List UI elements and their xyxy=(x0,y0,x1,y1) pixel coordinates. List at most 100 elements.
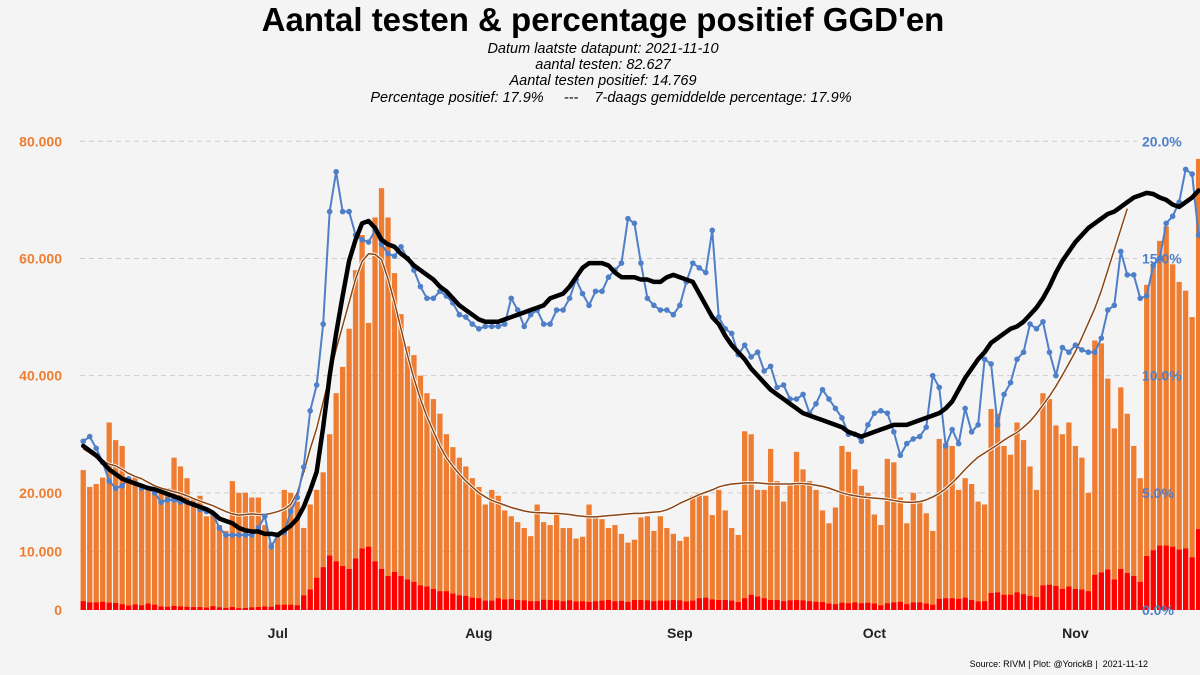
positive-bar xyxy=(100,601,106,610)
positive-bar xyxy=(852,602,858,610)
positive-bar xyxy=(1085,591,1092,610)
positive-bar xyxy=(631,600,638,610)
positive-bar xyxy=(327,555,333,610)
positive-bar xyxy=(346,568,352,610)
positive-bar xyxy=(469,597,475,610)
pct-daily-point xyxy=(158,499,164,505)
positive-bar xyxy=(437,591,443,610)
pct-daily-point xyxy=(1066,349,1072,356)
positive-bar xyxy=(767,600,774,610)
tests-bar xyxy=(288,492,294,610)
pct-daily-point xyxy=(385,250,391,257)
pct-daily-point xyxy=(262,513,268,520)
pct-daily-point xyxy=(1092,349,1098,356)
tests-bar xyxy=(930,530,936,610)
tests-bar xyxy=(184,478,190,610)
y-left-tick-label: 60.000 xyxy=(19,250,62,266)
subtitle-line-percentage: Percentage positief: 17.9% --- 7-daags g… xyxy=(370,90,851,106)
tests-bar xyxy=(826,523,832,610)
positive-bar xyxy=(275,604,281,610)
positive-bar xyxy=(638,600,644,610)
tests-bar xyxy=(1053,425,1059,610)
pct-daily-point xyxy=(456,311,463,318)
pct-daily-point xyxy=(949,426,955,433)
y-left-tick-label: 0 xyxy=(54,602,62,618)
positive-bar xyxy=(599,600,605,610)
positive-bar xyxy=(897,601,903,610)
pct-daily-point xyxy=(1156,255,1163,262)
tests-bar xyxy=(1111,428,1117,610)
tests-bar xyxy=(372,217,378,611)
positive-bar xyxy=(625,601,631,610)
positive-bar xyxy=(534,601,540,610)
pct-daily-point xyxy=(521,323,527,330)
positive-bar xyxy=(605,600,612,610)
tests-bar xyxy=(385,217,391,611)
tests-bar xyxy=(236,492,242,610)
pct-daily-point xyxy=(1040,318,1046,325)
positive-bar xyxy=(729,600,735,610)
positive-bar xyxy=(216,607,223,610)
tests-bar xyxy=(489,489,495,610)
tests-bar xyxy=(547,525,553,610)
positive-bar xyxy=(184,606,190,610)
pct-daily-point xyxy=(1007,379,1014,386)
tests-bar xyxy=(852,469,858,610)
positive-bar xyxy=(1182,548,1189,610)
positive-bar xyxy=(489,600,495,610)
tests-bar xyxy=(171,457,177,610)
pct-daily-point xyxy=(897,452,904,459)
positive-bar xyxy=(618,600,625,610)
pct-daily-point xyxy=(119,482,125,489)
pct-daily-point xyxy=(482,323,489,330)
positive-bar xyxy=(359,548,365,610)
positive-bar xyxy=(262,606,268,610)
positive-bar xyxy=(307,589,313,610)
tests-bar xyxy=(917,501,923,610)
tests-bar xyxy=(151,492,158,610)
positive-bar xyxy=(404,579,411,610)
x-axis: Jul Aug Sep Oct Nov xyxy=(268,625,1089,641)
tests-bar xyxy=(80,470,86,610)
positive-bar xyxy=(586,601,592,610)
tests-bar xyxy=(1105,378,1111,610)
tests-bar xyxy=(469,478,475,610)
tests-bar xyxy=(327,434,333,610)
pct-daily-point xyxy=(1189,171,1195,177)
positive-bar xyxy=(1027,595,1033,610)
tests-bar xyxy=(1137,478,1143,610)
tests-bar xyxy=(528,536,534,610)
positive-bar xyxy=(988,593,994,610)
tests-bar xyxy=(1085,492,1092,610)
tests-bar xyxy=(923,513,929,610)
tests-bar xyxy=(268,542,274,610)
positive-bar xyxy=(87,602,93,610)
tests-bar xyxy=(197,495,203,610)
pct-daily-point xyxy=(923,424,930,431)
pct-daily-point xyxy=(813,400,819,407)
pct-daily-point xyxy=(962,405,968,412)
positive-bar xyxy=(521,600,527,610)
positive-bar xyxy=(800,600,806,610)
pct-daily-point xyxy=(391,253,398,259)
pct-daily-point xyxy=(463,314,469,320)
tests-bar xyxy=(1072,445,1079,610)
pct-daily-point xyxy=(761,368,767,374)
tests-bar xyxy=(1124,413,1130,610)
tests-bar xyxy=(424,393,430,610)
positive-bar xyxy=(664,600,670,610)
pct-daily-point xyxy=(677,302,683,309)
tests-bar xyxy=(644,516,651,610)
x-tick-label: Jul xyxy=(268,625,288,641)
pct-daily-point xyxy=(929,372,936,379)
x-tick-label: Sep xyxy=(667,625,693,641)
pct-daily-point xyxy=(832,405,839,412)
pct-daily-point xyxy=(878,408,884,414)
pct-daily-point xyxy=(903,440,910,447)
pct-daily-point xyxy=(1033,325,1040,332)
positive-bar xyxy=(553,600,560,610)
y-right-tick-label: 0.0% xyxy=(1142,602,1174,618)
positive-bar xyxy=(391,571,398,610)
pct-daily-point xyxy=(910,436,917,442)
positive-bar xyxy=(943,598,949,610)
